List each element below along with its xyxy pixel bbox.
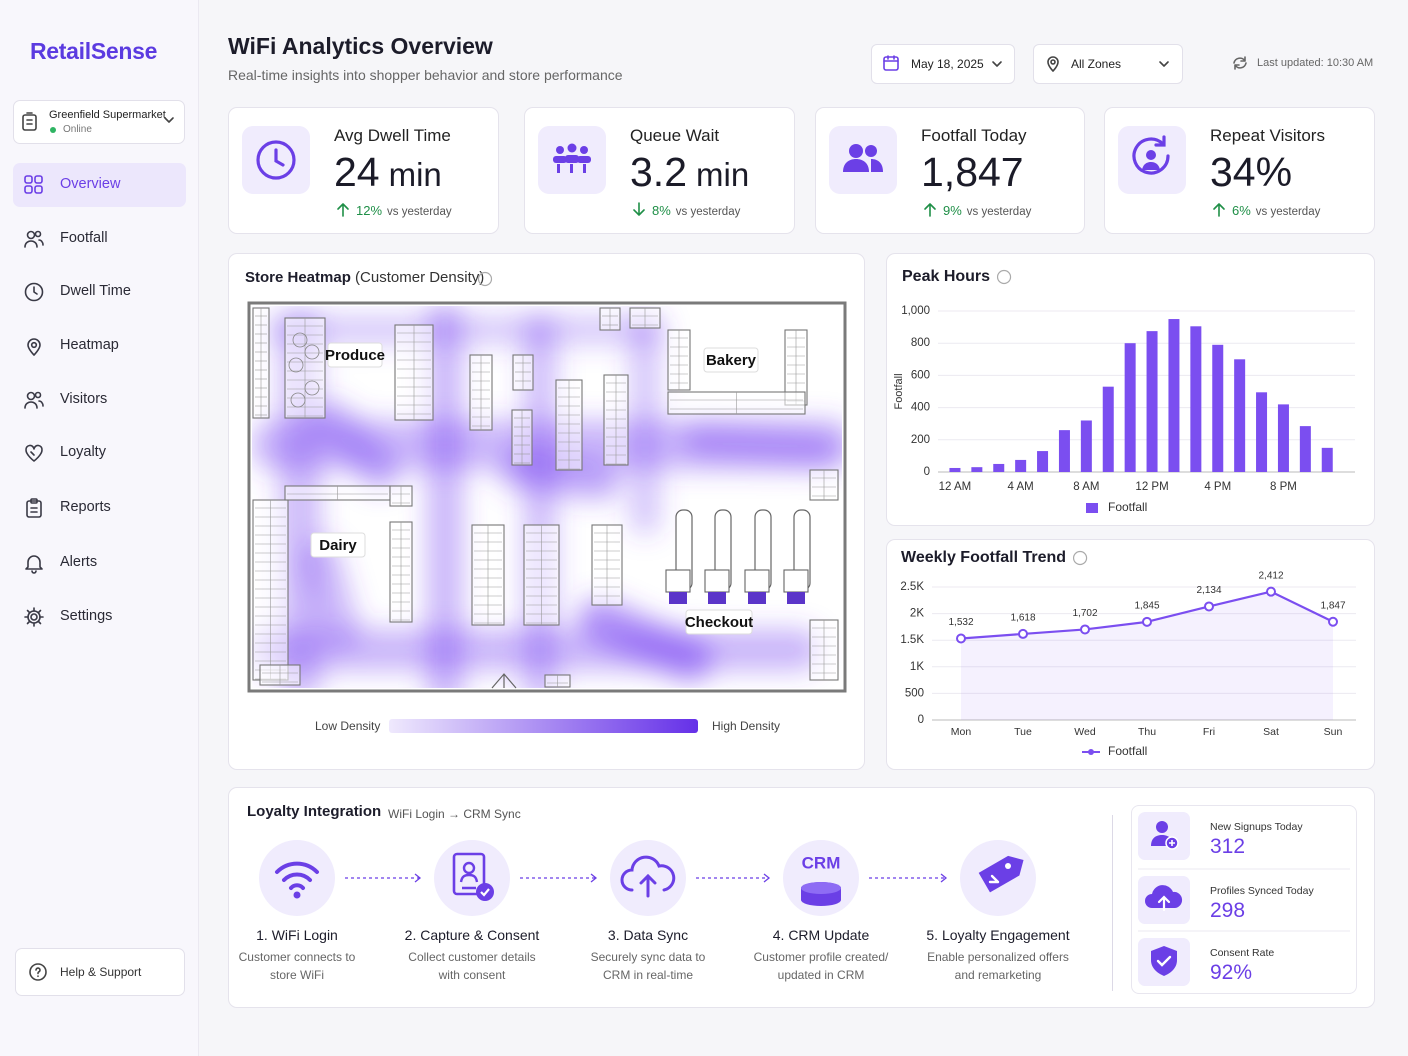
icon-part bbox=[1233, 56, 1247, 70]
legend-high: High Density bbox=[712, 719, 781, 733]
kpi-change-note: vs yesterday bbox=[387, 206, 452, 218]
heatmap-subtitle: (Customer Density) bbox=[355, 269, 485, 286]
kpi-change: 12% bbox=[356, 203, 383, 218]
kpi-value: 34% bbox=[1210, 149, 1293, 195]
kpi-value: 3.2 bbox=[630, 149, 687, 195]
store-selector[interactable] bbox=[13, 100, 185, 144]
peak-hours-card bbox=[886, 253, 1375, 526]
store-name: Greenfield Supermarket bbox=[49, 109, 166, 121]
kpi-value: 24 bbox=[334, 149, 380, 195]
step-description: Securely sync data to bbox=[590, 950, 706, 964]
heatmap-card bbox=[228, 253, 865, 770]
nav-item[interactable]: Reports bbox=[60, 499, 111, 515]
help-label: Help & Support bbox=[60, 965, 142, 979]
page-title: WiFi Analytics Overview bbox=[228, 33, 493, 59]
kpi-value-row: 24 min bbox=[334, 149, 442, 196]
kpi-change: 8% bbox=[652, 203, 671, 218]
kpi-unit: min bbox=[388, 156, 442, 193]
step-description: Customer profile created/ bbox=[753, 950, 889, 964]
step-title: 2. Capture & Consent bbox=[404, 927, 540, 943]
step-description: and remarketing bbox=[954, 968, 1042, 982]
step-description: CRM in real-time bbox=[602, 968, 693, 982]
kpi-change-row: 9% vs yesterday bbox=[943, 202, 1031, 220]
kpi-value-row: 1,847 bbox=[921, 149, 1024, 196]
loyalty-title: Loyalty Integration bbox=[247, 803, 382, 820]
stat-value: 312 bbox=[1210, 835, 1246, 858]
kpi-change: 9% bbox=[943, 203, 962, 218]
kpi-value: 1,847 bbox=[921, 149, 1024, 195]
legend-low: Low Density bbox=[315, 719, 381, 733]
stat-value: 92% bbox=[1210, 961, 1253, 984]
last-updated: Last updated: 10:30 AM bbox=[1257, 57, 1374, 69]
step-description: Enable personalized offers bbox=[927, 950, 1069, 964]
kpi-label: Queue Wait bbox=[630, 126, 720, 145]
sidebar bbox=[0, 0, 199, 1056]
step-description: Collect customer details bbox=[408, 950, 536, 964]
kpi-label: Footfall Today bbox=[921, 126, 1027, 145]
nav-item[interactable]: Visitors bbox=[60, 391, 108, 407]
step-title: 3. Data Sync bbox=[607, 927, 689, 943]
stat-label: New Signups Today bbox=[1210, 821, 1303, 833]
heatmap-title-row: Store Heatmap (Customer Density) bbox=[245, 269, 484, 286]
kpi-unit: min bbox=[696, 156, 750, 193]
loyalty-divider bbox=[1112, 815, 1113, 991]
step-title: 1. WiFi Login bbox=[256, 927, 338, 943]
brand-logo: RetailSense bbox=[30, 38, 158, 64]
nav-item[interactable]: Alerts bbox=[60, 554, 98, 570]
kpi-change-note: vs yesterday bbox=[1255, 206, 1321, 218]
zone-value: All Zones bbox=[1071, 57, 1122, 71]
kpi-change-row: 6% vs yesterday bbox=[1232, 202, 1320, 220]
page-subtitle: Real-time insights into shopper behavior… bbox=[228, 67, 623, 83]
kpi-change-row: 12% vs yesterday bbox=[356, 202, 452, 220]
step-title: 5. Loyalty Engagement bbox=[926, 927, 1070, 943]
refresh-icon bbox=[1233, 56, 1247, 70]
stat-label: Consent Rate bbox=[1210, 947, 1275, 959]
nav-item[interactable]: Dwell Time bbox=[60, 283, 131, 299]
kpi-change-note: vs yesterday bbox=[675, 206, 741, 218]
kpi-label: Repeat Visitors bbox=[1210, 126, 1325, 145]
kpi-value-row: 3.2 min bbox=[630, 149, 749, 196]
nav-active-bg bbox=[13, 163, 186, 207]
step-description: updated in CRM bbox=[777, 968, 865, 982]
kpi-change-note: vs yesterday bbox=[966, 206, 1032, 218]
stat-value: 298 bbox=[1210, 899, 1246, 922]
kpi-change: 6% bbox=[1232, 203, 1251, 218]
nav-item[interactable]: Footfall bbox=[60, 230, 108, 246]
step-description: store WiFi bbox=[270, 968, 324, 982]
nav-item[interactable]: Loyalty bbox=[60, 444, 106, 460]
step-title: 4. CRM Update bbox=[772, 927, 870, 943]
heatmap-title: Store Heatmap bbox=[245, 269, 351, 286]
step-description: with consent bbox=[438, 968, 506, 982]
loyalty-subtitle: WiFi Login → CRM Sync bbox=[388, 807, 521, 821]
kpi-label: Avg Dwell Time bbox=[334, 126, 451, 145]
store-status: Online bbox=[63, 124, 92, 135]
nav-item[interactable]: Heatmap bbox=[60, 337, 119, 353]
step-description: Customer connects to bbox=[238, 950, 356, 964]
nav-item[interactable]: Overview bbox=[60, 176, 121, 192]
kpi-change-row: 8% vs yesterday bbox=[652, 202, 740, 220]
nav-item[interactable]: Settings bbox=[60, 608, 113, 624]
weekly-trend-card bbox=[886, 539, 1375, 770]
stat-label: Profiles Synced Today bbox=[1210, 885, 1314, 897]
store-status-dot bbox=[50, 127, 56, 133]
date-value: May 18, 2025 bbox=[911, 57, 984, 71]
kpi-value-row: 34% bbox=[1210, 149, 1292, 196]
